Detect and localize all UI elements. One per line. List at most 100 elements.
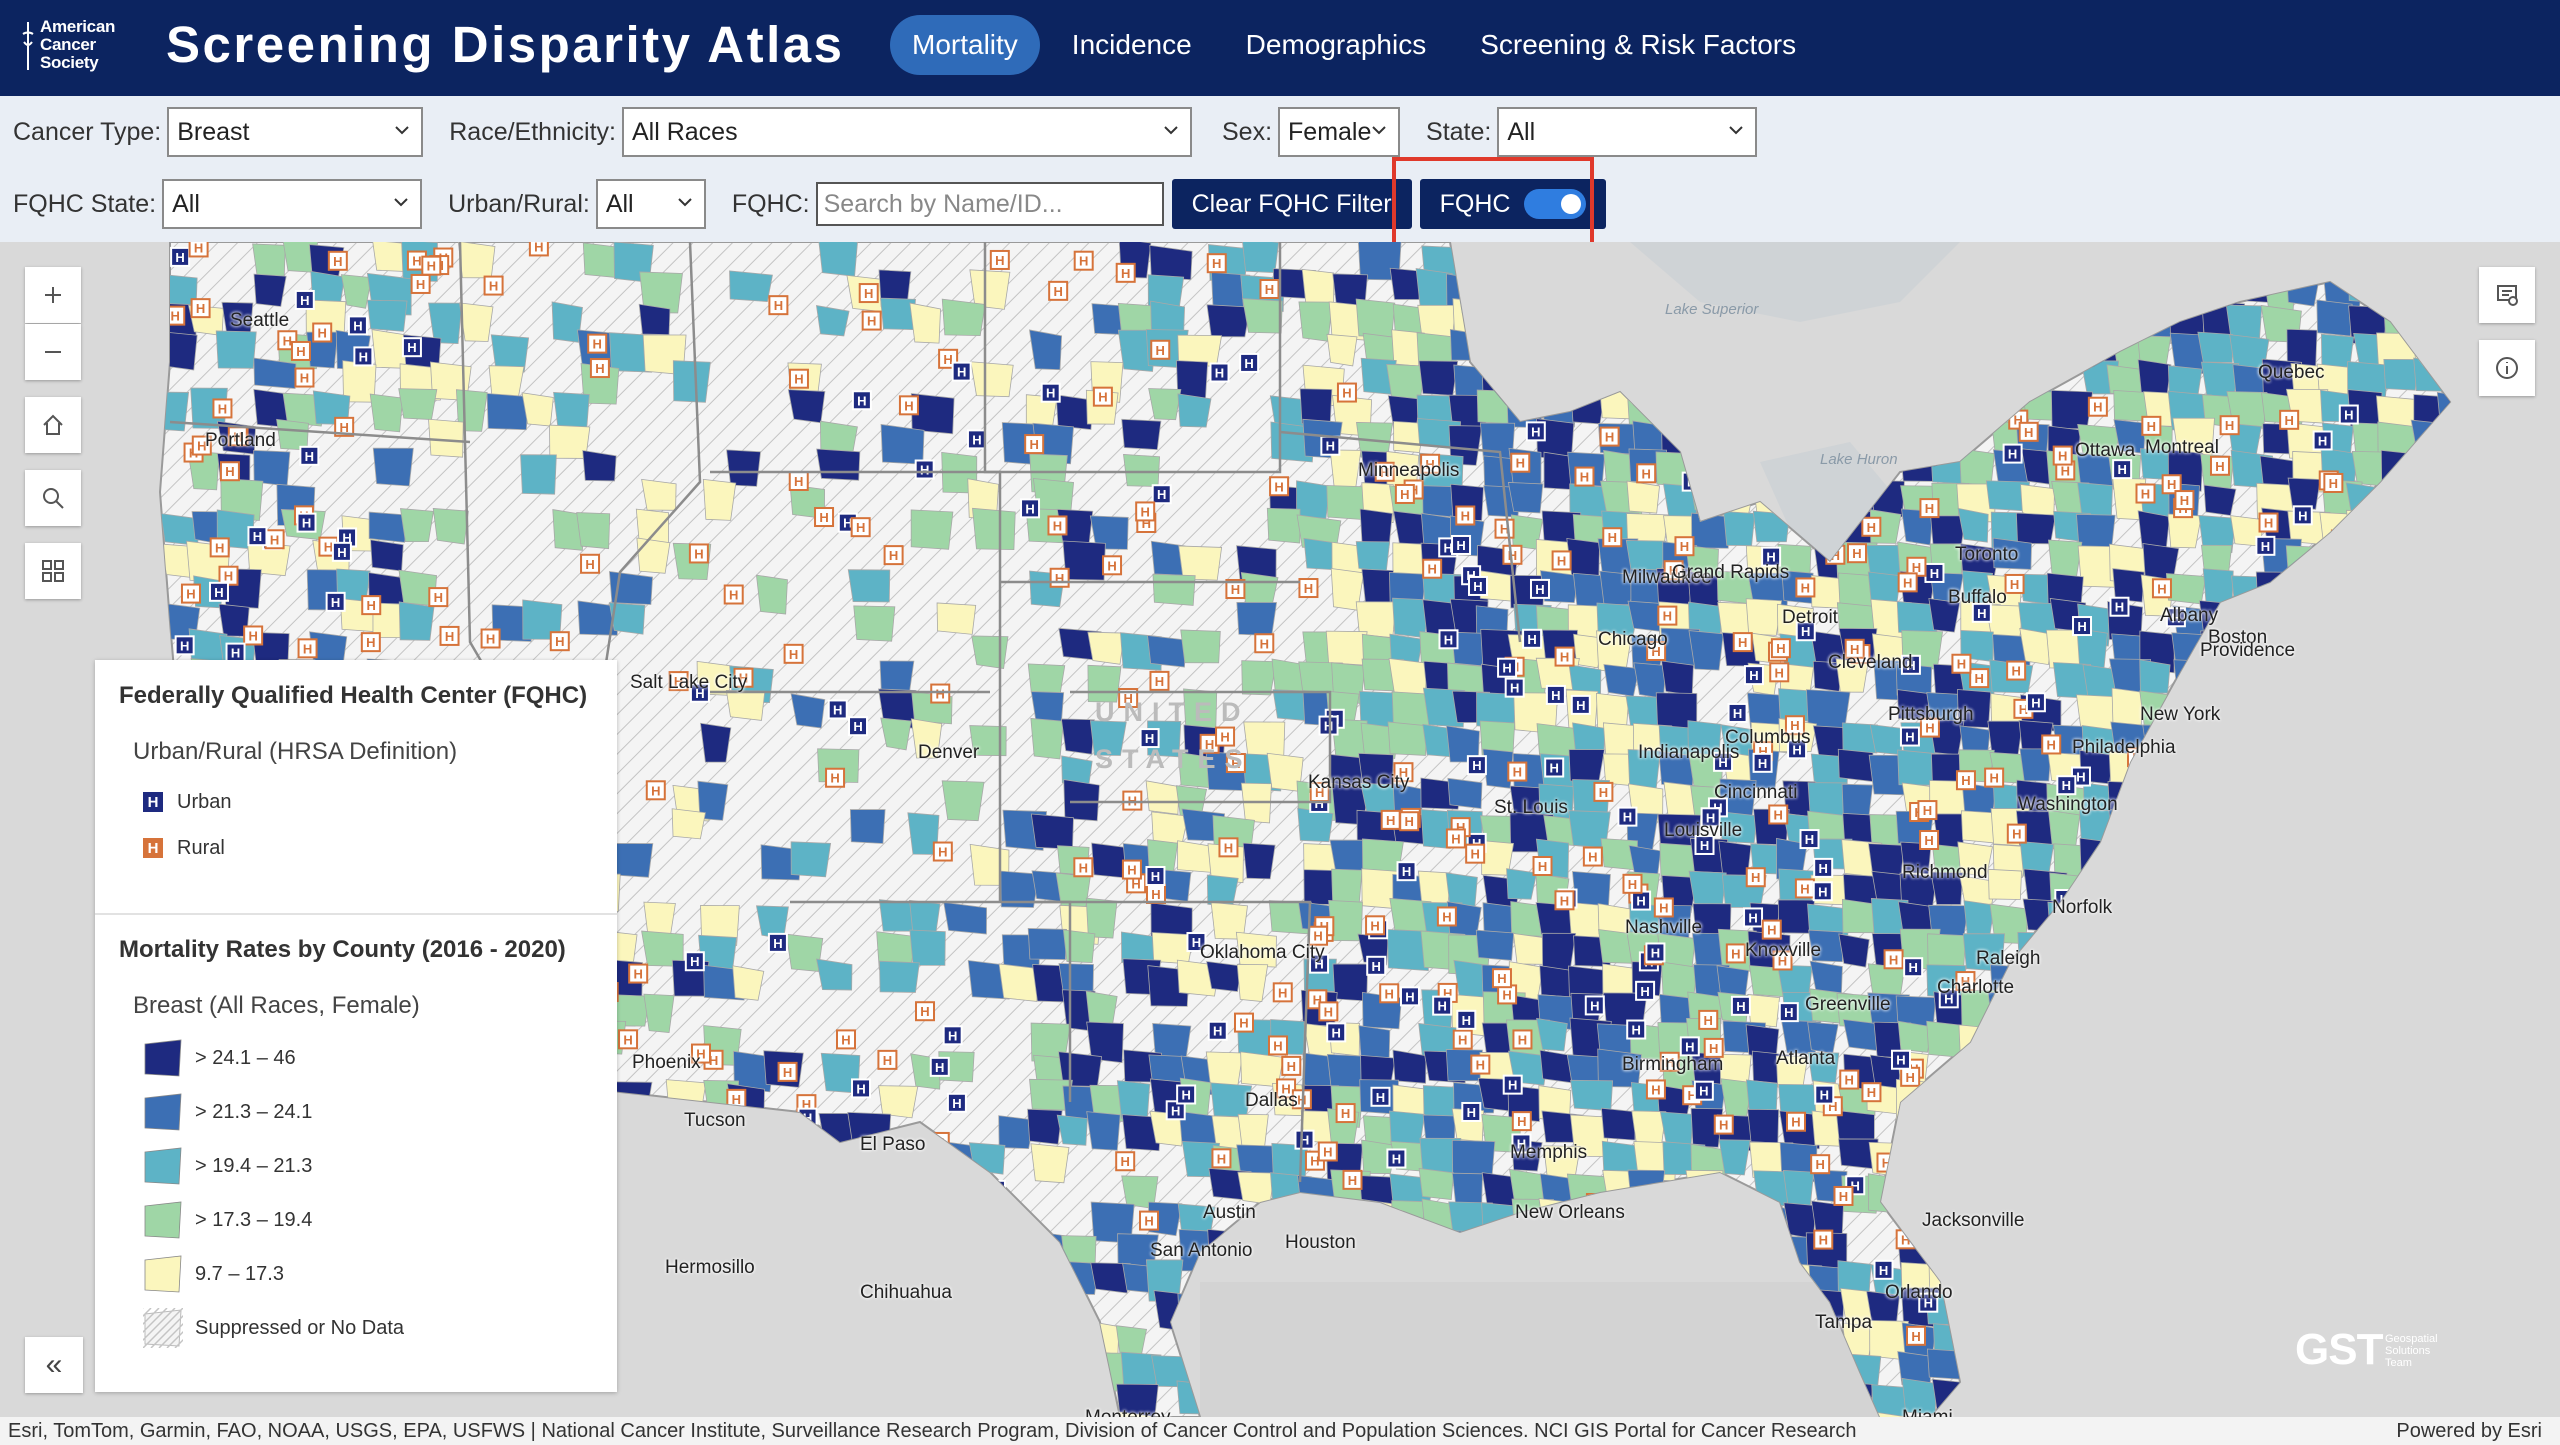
county-shape[interactable]: [1418, 1167, 1455, 1200]
fqhc-search-input[interactable]: [815, 182, 1164, 226]
fqhc-urban-marker[interactable]: H: [208, 581, 229, 602]
fqhc-rural-marker[interactable]: H: [219, 461, 240, 482]
zoom-out-button[interactable]: [25, 324, 81, 380]
county-shape[interactable]: [849, 809, 886, 844]
fqhc-rural-marker[interactable]: H: [1768, 804, 1789, 825]
fqhc-rural-marker[interactable]: H: [628, 963, 649, 984]
fqhc-rural-marker[interactable]: H: [580, 553, 601, 574]
fqhc-rural-marker[interactable]: H: [1602, 527, 1623, 548]
county-shape[interactable]: [1392, 1049, 1427, 1084]
county-shape[interactable]: [457, 242, 496, 279]
county-shape[interactable]: [1028, 329, 1063, 371]
fqhc-rural-marker[interactable]: H: [209, 537, 230, 558]
county-shape[interactable]: [816, 958, 853, 991]
tab-incidence[interactable]: Incidence: [1071, 29, 1192, 60]
fqhc-urban-marker[interactable]: H: [1456, 1009, 1477, 1030]
fqhc-rural-marker[interactable]: H: [1259, 278, 1280, 299]
county-shape[interactable]: [1447, 777, 1483, 810]
fqhc-rural-marker[interactable]: H: [932, 841, 953, 862]
county-shape[interactable]: [816, 448, 861, 481]
county-shape[interactable]: [2139, 659, 2171, 694]
fqhc-rural-marker[interactable]: H: [1511, 1111, 1532, 1132]
fqhc-rural-marker[interactable]: H: [777, 1061, 798, 1082]
fqhc-rural-marker[interactable]: H: [1551, 550, 1572, 571]
fqhc-rural-marker[interactable]: H: [1657, 605, 1678, 626]
county-shape[interactable]: [2316, 299, 2353, 337]
fqhc-rural-marker[interactable]: H: [1335, 1103, 1356, 1124]
fqhc-rural-marker[interactable]: H: [1436, 906, 1457, 927]
county-shape[interactable]: [970, 361, 1014, 398]
county-shape[interactable]: [276, 418, 309, 451]
county-shape[interactable]: [732, 965, 765, 1001]
county-shape[interactable]: [1027, 663, 1066, 695]
fqhc-rural-marker[interactable]: H: [439, 625, 460, 646]
fqhc-rural-marker[interactable]: H: [1073, 857, 1094, 878]
fqhc-rural-marker[interactable]: H: [1769, 662, 1790, 683]
fqhc-rural-marker[interactable]: H: [1861, 1082, 1882, 1103]
county-shape[interactable]: [1506, 868, 1538, 900]
fqhc-urban-marker[interactable]: H: [1502, 1074, 1523, 1095]
info-button[interactable]: [2479, 340, 2535, 396]
county-shape[interactable]: [1242, 298, 1283, 334]
county-shape[interactable]: [969, 269, 1011, 310]
county-shape[interactable]: [2112, 568, 2145, 603]
county-shape[interactable]: [428, 302, 463, 345]
fqhc-rural-marker[interactable]: H: [1491, 968, 1512, 989]
county-shape[interactable]: [1085, 990, 1118, 1028]
fqhc-state-select[interactable]: All: [162, 179, 423, 229]
fqhc-urban-marker[interactable]: H: [1151, 484, 1172, 505]
fqhc-rural-marker[interactable]: H: [1267, 1035, 1288, 1056]
county-shape[interactable]: [1055, 872, 1091, 910]
fqhc-urban-marker[interactable]: H: [1584, 995, 1605, 1016]
county-shape[interactable]: [1121, 418, 1162, 451]
fqhc-urban-marker[interactable]: H: [294, 289, 315, 310]
county-shape[interactable]: [1177, 393, 1212, 428]
fqhc-rural-marker[interactable]: H: [1906, 1325, 1927, 1346]
county-shape[interactable]: [1718, 1139, 1751, 1176]
fqhc-rural-marker[interactable]: H: [2151, 578, 2172, 599]
county-shape[interactable]: [340, 274, 373, 309]
fqhc-rural-marker[interactable]: H: [1900, 1066, 1921, 1087]
fqhc-urban-marker[interactable]: H: [1814, 1084, 1835, 1105]
county-shape[interactable]: [1176, 360, 1209, 399]
fqhc-urban-marker[interactable]: H: [347, 315, 368, 336]
county-shape[interactable]: [1389, 267, 1421, 300]
fqhc-urban-marker[interactable]: H: [353, 346, 374, 367]
fqhc-rural-marker[interactable]: H: [421, 255, 442, 276]
fqhc-rural-marker[interactable]: H: [1211, 1148, 1232, 1169]
fqhc-urban-marker[interactable]: H: [2338, 404, 2359, 425]
county-shape[interactable]: [1148, 388, 1182, 421]
fqhc-rural-marker[interactable]: H: [1047, 515, 1068, 536]
fqhc-rural-marker[interactable]: H: [264, 529, 285, 550]
fqhc-urban-marker[interactable]: H: [1679, 1036, 1700, 1057]
fqhc-rural-marker[interactable]: H: [1698, 1009, 1719, 1030]
fqhc-rural-marker[interactable]: H: [1422, 558, 1443, 579]
county-shape[interactable]: [1361, 568, 1394, 603]
fqhc-urban-marker[interactable]: H: [1461, 1101, 1482, 1122]
county-shape[interactable]: [971, 635, 1009, 669]
county-shape[interactable]: [432, 507, 469, 545]
fqhc-rural-marker[interactable]: H: [1365, 915, 1386, 936]
map-canvas[interactable]: H H H H H H H H H H H H H H H H H H H H H H H H H H H H H H H H H H H H H H H H…: [0, 242, 2560, 1417]
fqhc-urban-marker[interactable]: H: [767, 932, 788, 953]
fqhc-rural-marker[interactable]: H: [1883, 949, 1904, 970]
fqhc-rural-marker[interactable]: H: [1149, 670, 1170, 691]
county-shape[interactable]: [702, 478, 737, 521]
fqhc-rural-marker[interactable]: H: [1445, 828, 1466, 849]
fqhc-rural-marker[interactable]: H: [1146, 883, 1166, 904]
fqhc-urban-marker[interactable]: H: [1497, 657, 1518, 678]
fqhc-rural-marker[interactable]: H: [1139, 1210, 1160, 1231]
county-shape[interactable]: [608, 571, 653, 605]
fqhc-rural-marker[interactable]: H: [850, 517, 871, 538]
fqhc-urban-marker[interactable]: H: [1903, 957, 1924, 978]
county-shape[interactable]: [910, 718, 943, 759]
county-shape[interactable]: [936, 602, 977, 635]
fqhc-rural-marker[interactable]: H: [2087, 396, 2108, 417]
fqhc-rural-marker[interactable]: H: [1795, 577, 1816, 598]
fqhc-rural-marker[interactable]: H: [1215, 726, 1236, 747]
county-shape[interactable]: [853, 605, 896, 642]
county-shape[interactable]: [1568, 749, 1605, 783]
county-shape[interactable]: [787, 389, 826, 424]
fqhc-rural-marker[interactable]: H: [858, 283, 879, 304]
county-shape[interactable]: [1573, 633, 1605, 669]
